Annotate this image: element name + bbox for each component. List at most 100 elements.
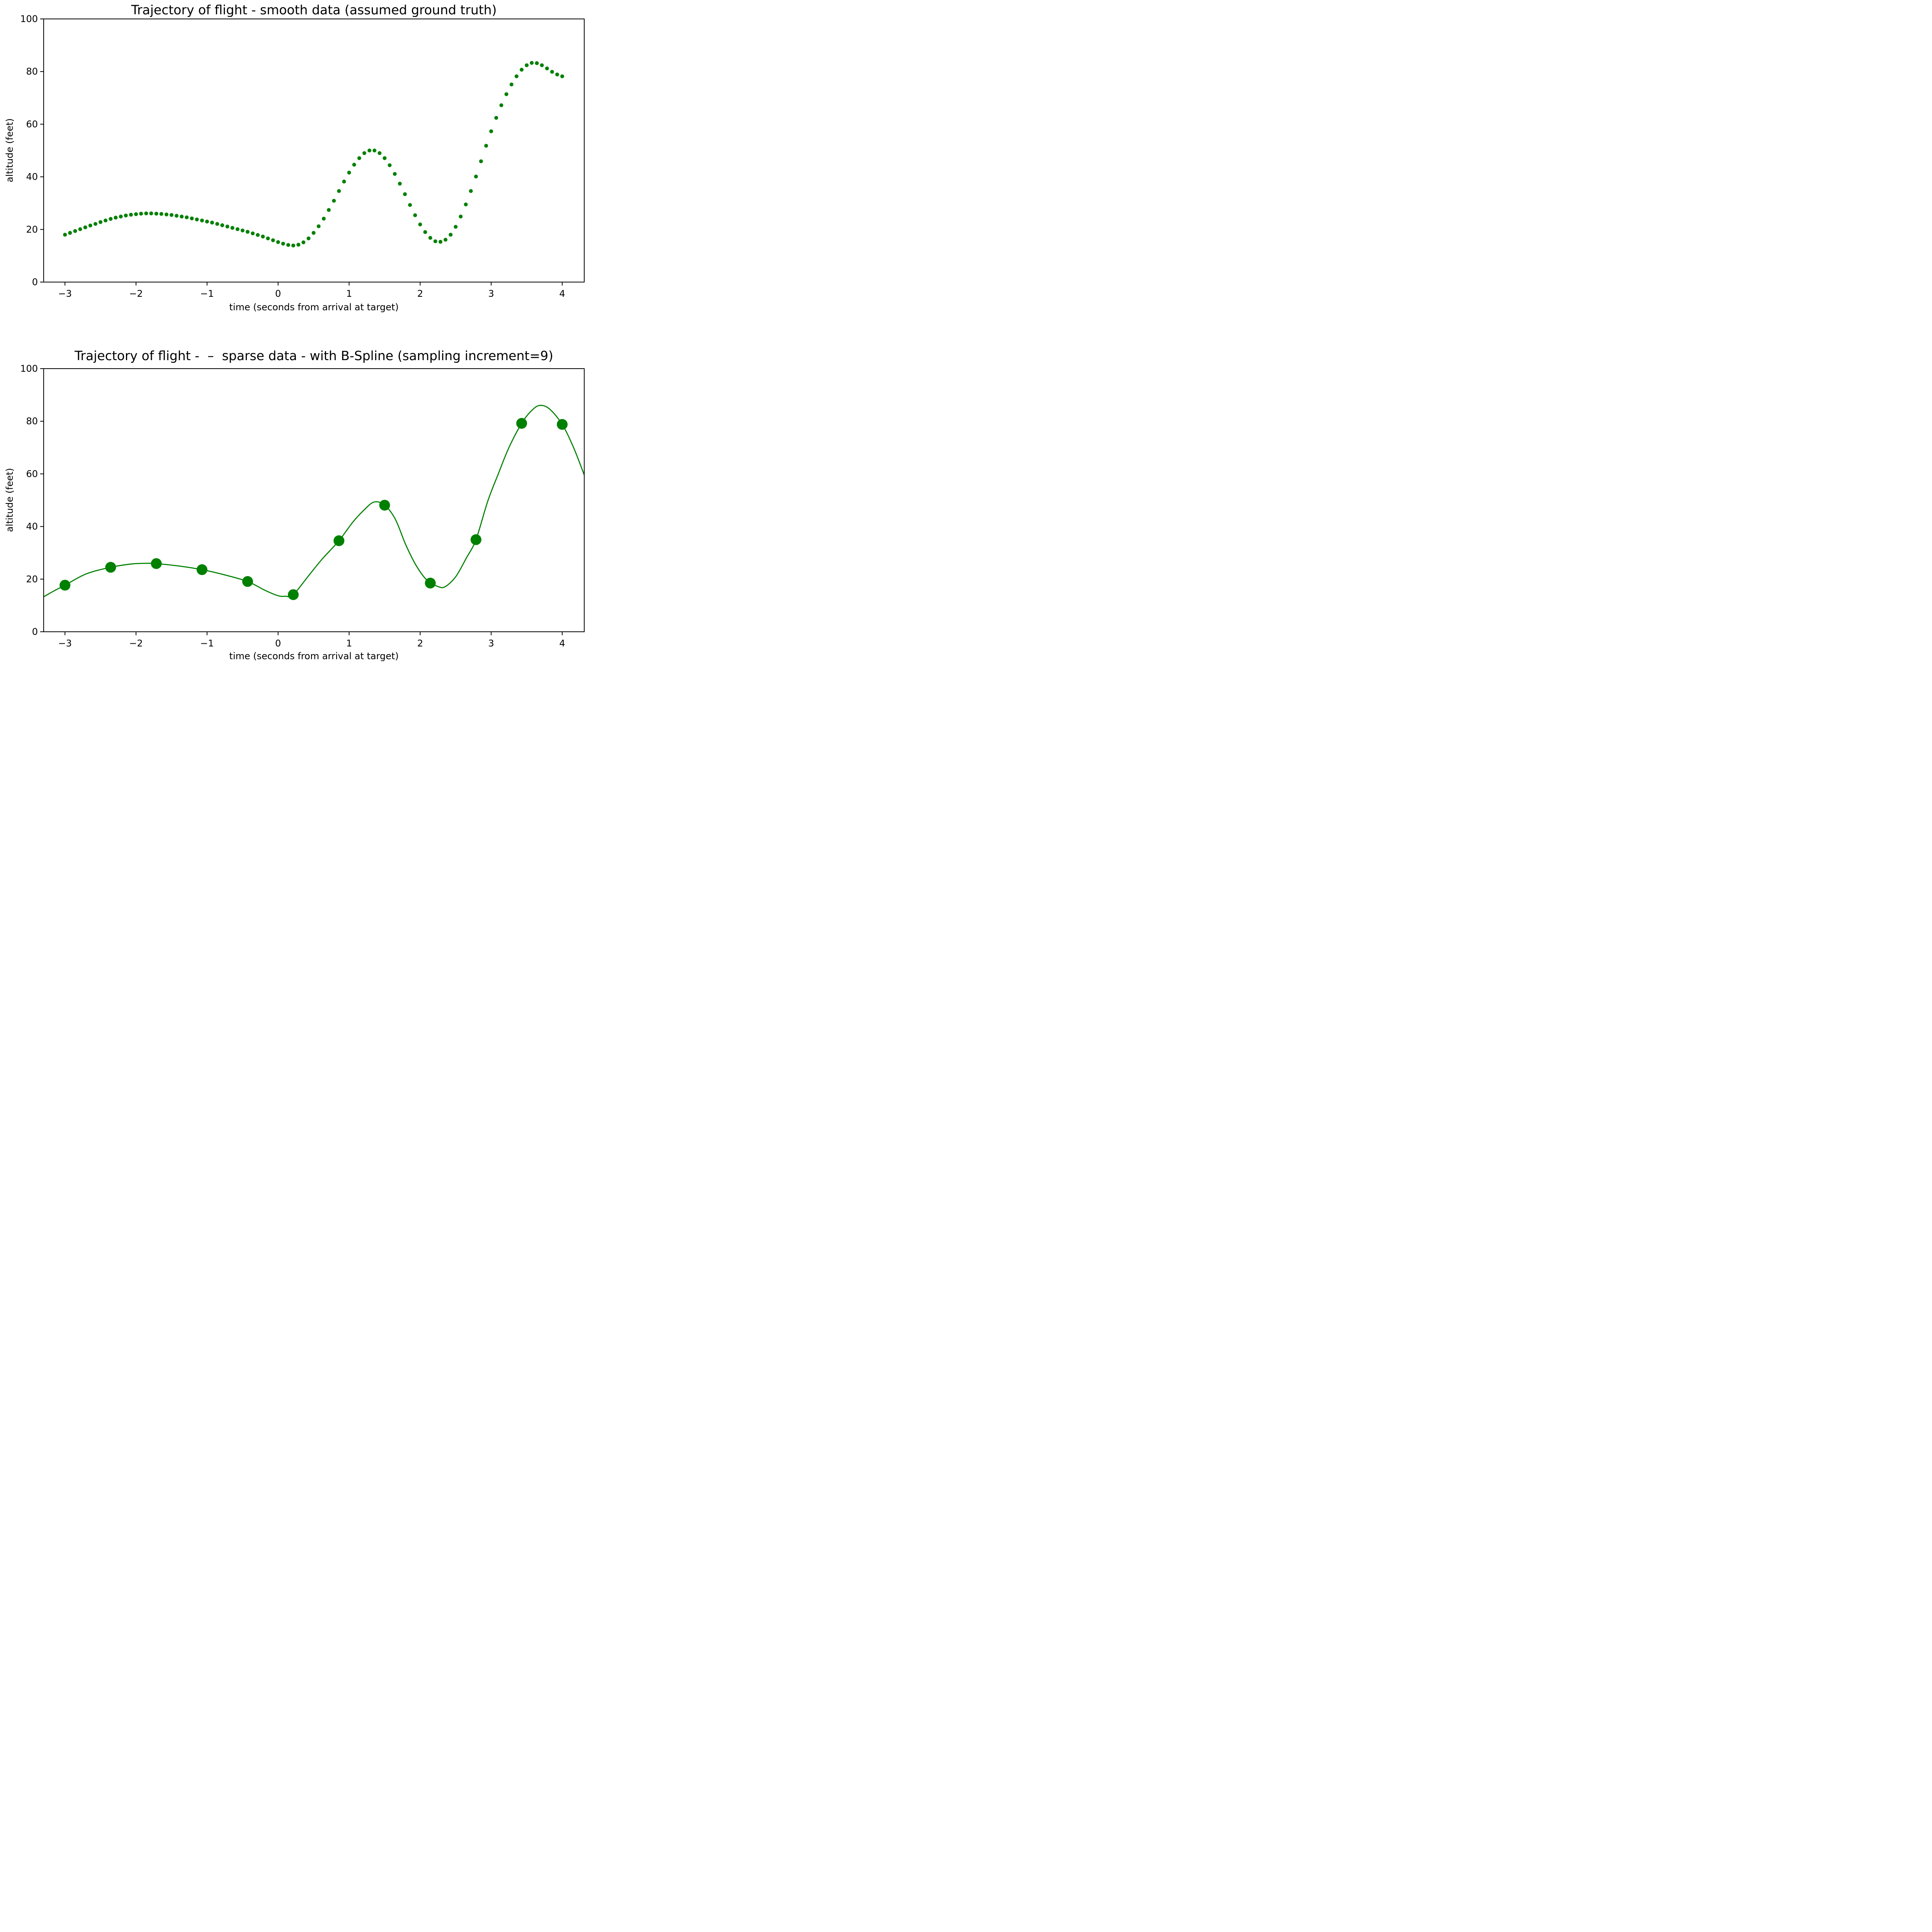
- x-tick-label: −1: [200, 638, 214, 649]
- x-tick-label: −3: [58, 638, 71, 649]
- data-point: [327, 208, 331, 212]
- data-point: [398, 182, 402, 186]
- data-point: [484, 144, 488, 148]
- data-point: [489, 129, 493, 133]
- data-point: [99, 220, 103, 224]
- y-tick-label: 80: [26, 416, 38, 427]
- bottom-chart-title: Trajectory of flight - – sparse data - w…: [75, 348, 553, 363]
- data-point: [388, 163, 392, 167]
- data-point: [530, 61, 534, 65]
- data-point: [403, 192, 407, 196]
- data-point: [185, 215, 189, 219]
- data-point: [367, 148, 372, 153]
- bspline-curve: [44, 405, 584, 597]
- data-point: [301, 240, 306, 245]
- data-point: [464, 202, 468, 207]
- x-tick-label: 0: [275, 288, 281, 299]
- data-point: [555, 72, 559, 77]
- data-point: [144, 211, 148, 216]
- data-point: [504, 92, 509, 96]
- data-point: [164, 212, 168, 216]
- data-point: [342, 179, 346, 184]
- data-point: [242, 576, 253, 587]
- top-chart-xlabel: time (seconds from arrival at target): [229, 302, 399, 313]
- data-point: [311, 231, 316, 235]
- x-tick-label: 2: [417, 288, 423, 299]
- y-tick-label: 0: [32, 277, 38, 287]
- data-point: [357, 156, 361, 160]
- data-point: [169, 213, 173, 217]
- figure-canvas: Trajectory of flight - smooth data (assu…: [0, 0, 592, 665]
- data-point: [560, 74, 565, 78]
- data-point: [557, 419, 568, 430]
- y-tick-label: 60: [26, 119, 38, 129]
- data-point: [73, 229, 77, 233]
- data-point: [276, 240, 280, 244]
- data-point: [433, 239, 437, 243]
- data-point: [499, 103, 503, 107]
- x-tick-label: −2: [129, 638, 143, 649]
- data-point: [174, 214, 179, 218]
- data-point: [288, 589, 299, 600]
- data-point: [256, 233, 260, 237]
- plot-frame: [43, 19, 585, 282]
- data-point: [281, 242, 285, 246]
- data-point: [196, 564, 207, 575]
- x-tick-label: 0: [275, 638, 281, 649]
- data-point: [545, 66, 549, 71]
- data-point: [291, 243, 296, 248]
- data-point: [514, 74, 519, 78]
- x-tick-label: −3: [58, 288, 71, 299]
- data-point: [195, 217, 199, 221]
- x-tick-label: 3: [488, 288, 494, 299]
- data-point: [68, 231, 72, 235]
- data-point: [306, 236, 311, 240]
- sparse-points: [60, 418, 568, 600]
- data-point: [413, 213, 417, 218]
- data-point: [261, 235, 265, 239]
- data-point: [88, 223, 92, 228]
- data-point: [347, 170, 351, 175]
- data-point: [134, 212, 138, 216]
- data-point: [205, 219, 209, 224]
- data-point: [443, 238, 447, 242]
- data-point: [63, 233, 67, 237]
- y-tick-label: 40: [26, 521, 38, 532]
- data-point: [540, 63, 544, 67]
- data-point: [225, 224, 230, 229]
- data-point: [94, 222, 98, 226]
- data-point: [119, 214, 123, 219]
- data-point: [104, 218, 108, 223]
- y-tick-label: 80: [26, 66, 38, 77]
- data-point: [149, 211, 153, 216]
- data-point: [105, 562, 116, 573]
- data-point: [428, 236, 432, 240]
- data-point: [393, 172, 397, 176]
- y-tick-label: 40: [26, 172, 38, 182]
- y-tick-label: 20: [26, 574, 38, 585]
- data-point: [124, 213, 128, 218]
- data-point: [245, 230, 250, 234]
- data-point: [60, 580, 71, 591]
- data-point: [332, 199, 336, 203]
- bottom-chart-xlabel: time (seconds from arrival at target): [229, 651, 399, 662]
- data-point: [129, 213, 133, 217]
- y-tick-label: 100: [20, 363, 38, 374]
- data-point: [83, 225, 87, 230]
- y-tick-label: 20: [26, 224, 38, 235]
- data-point: [154, 211, 158, 216]
- data-point: [266, 236, 270, 240]
- data-point: [509, 82, 514, 87]
- data-point: [520, 68, 524, 72]
- x-tick-label: −2: [129, 288, 143, 299]
- data-point: [321, 216, 326, 221]
- data-point: [362, 151, 366, 155]
- data-point: [535, 61, 539, 65]
- bottom-chart-ylabel: altitude (feet): [4, 468, 15, 532]
- data-point: [479, 159, 483, 163]
- data-point: [316, 224, 321, 228]
- x-tick-label: 4: [559, 288, 565, 299]
- y-tick-label: 100: [20, 14, 38, 24]
- data-point: [286, 243, 290, 247]
- data-point: [470, 534, 481, 545]
